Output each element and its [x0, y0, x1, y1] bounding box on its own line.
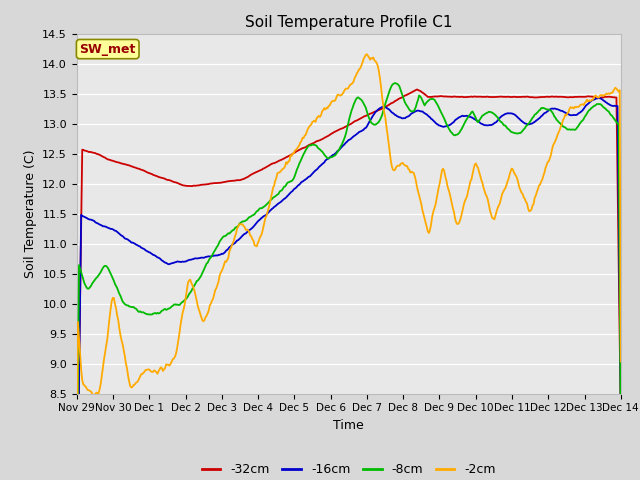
- Legend: -32cm, -16cm, -8cm, -2cm: -32cm, -16cm, -8cm, -2cm: [196, 458, 501, 480]
- Title: Soil Temperature Profile C1: Soil Temperature Profile C1: [245, 15, 452, 30]
- Text: SW_met: SW_met: [79, 43, 136, 56]
- X-axis label: Time: Time: [333, 419, 364, 432]
- Y-axis label: Soil Temperature (C): Soil Temperature (C): [24, 149, 36, 278]
